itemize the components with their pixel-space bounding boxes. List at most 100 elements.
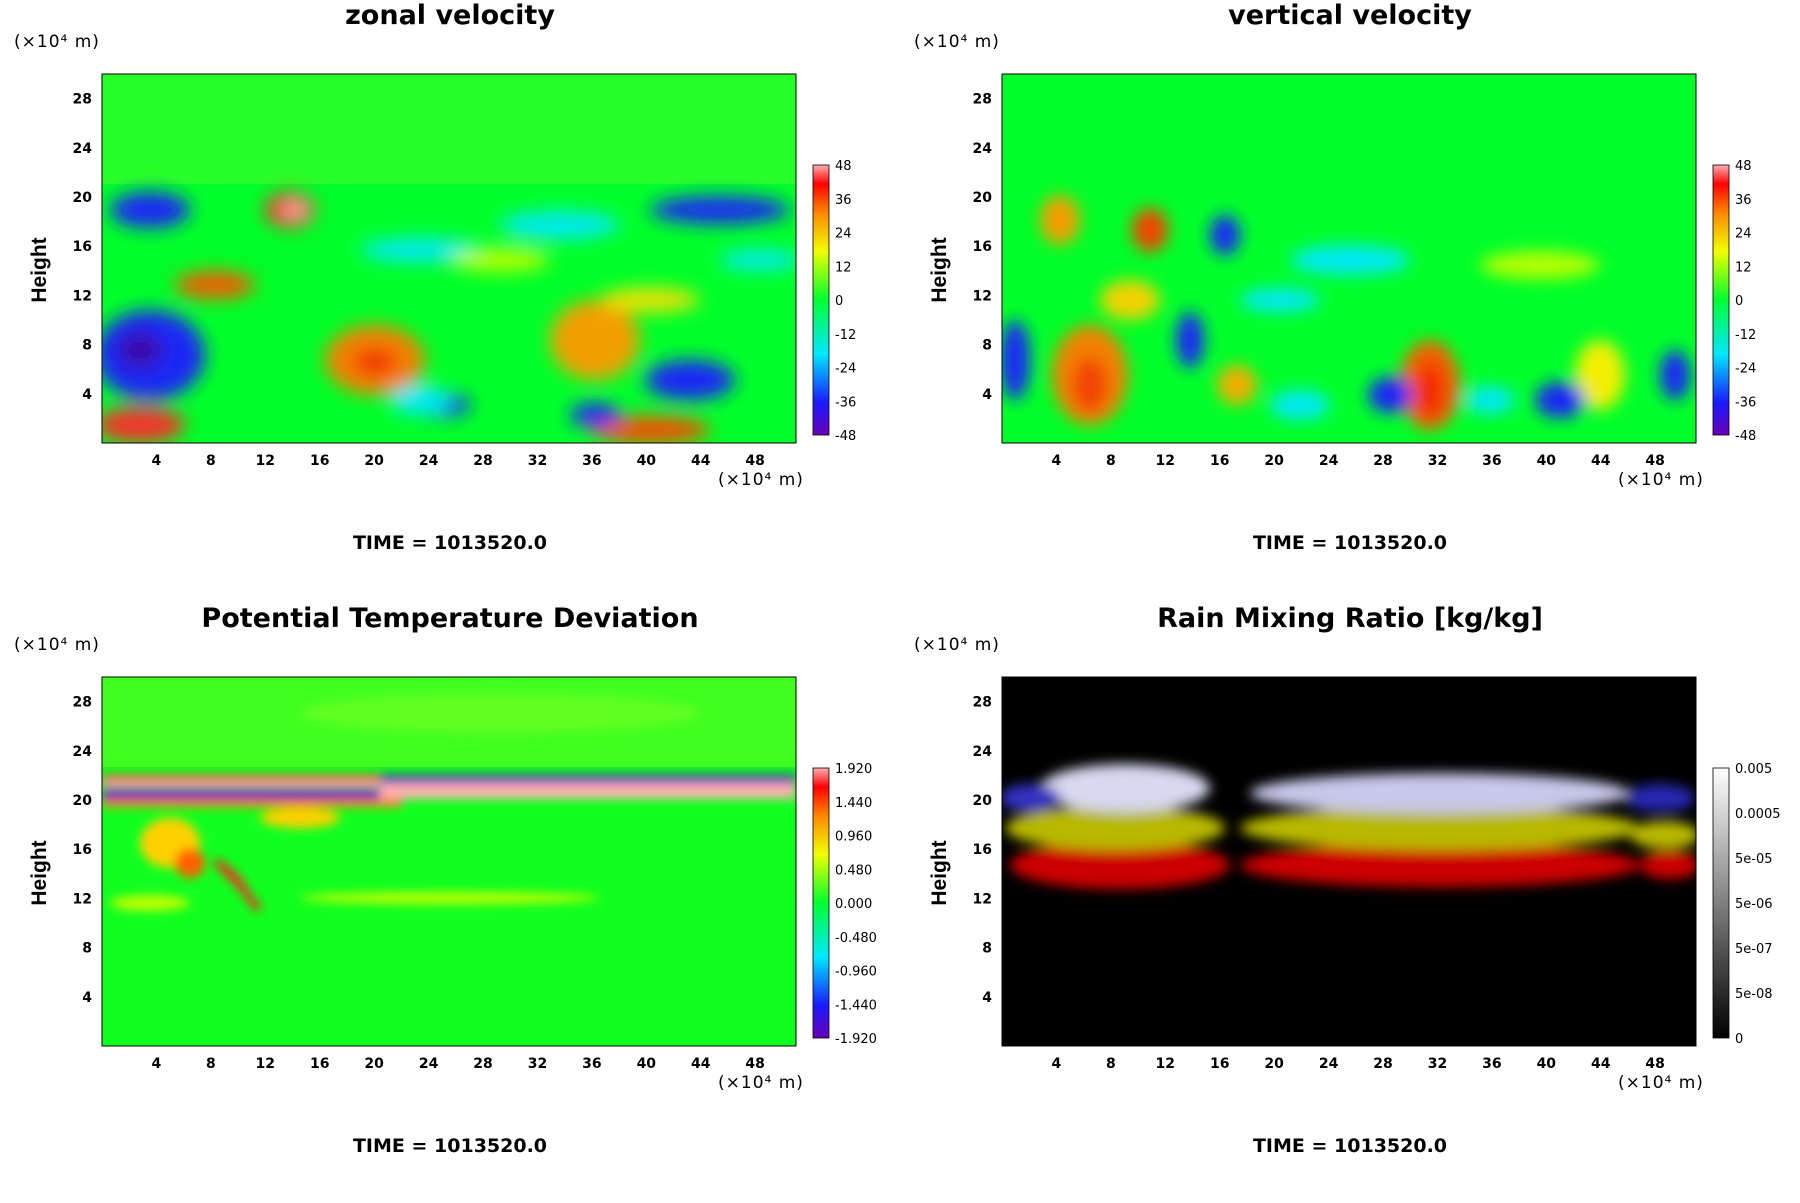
y-tick-label: 24	[73, 744, 93, 760]
colorbar-tick-label: 12	[1735, 260, 1752, 275]
y-tick-label: 12	[973, 891, 992, 907]
plot-area	[1002, 677, 1696, 1046]
x-tick-label: 40	[637, 453, 657, 469]
panel-zonal-velocity: zonal velocity (×10⁴ m) Height (×10⁴ m) …	[0, 0, 900, 600]
colorbar-tick-label: 0	[1735, 294, 1743, 309]
x-tick-label: 36	[582, 453, 601, 469]
colorbar-tick-label: -0.960	[835, 965, 877, 980]
y-tick-label: 16	[973, 842, 992, 858]
y-tick-label: 16	[73, 842, 92, 858]
time-label: TIME = 1013520.0	[1252, 532, 1448, 554]
y-unit-label: (×10⁴ m)	[914, 32, 1000, 52]
x-tick-label: 20	[364, 453, 384, 469]
chart-svg: 4 8 12 16 20 24 28 32 36 40 44 484812162024281.9201…	[73, 676, 877, 1072]
x-tick-label: 48	[745, 453, 764, 469]
colorbar-tick-label: -48	[1735, 429, 1756, 444]
colorbar-tick-label: 0.0005	[1735, 807, 1781, 822]
plot-area	[102, 677, 796, 1046]
y-tick-label: 24	[73, 141, 93, 157]
x-tick-label: 32	[1428, 453, 1447, 469]
x-tick-label: 32	[1428, 1056, 1447, 1072]
x-tick-label: 16	[1210, 1056, 1229, 1072]
x-tick-label: 20	[364, 1056, 384, 1072]
x-tick-label: 20	[1264, 1056, 1284, 1072]
x-tick-label: 44	[691, 1056, 711, 1072]
colorbar-tick-label: 24	[1735, 227, 1752, 242]
x-tick-label: 48	[745, 1056, 764, 1072]
x-tick-label: 4	[152, 1056, 162, 1072]
colorbar-tick-label: 12	[835, 260, 852, 275]
x-tick-label: 40	[637, 1056, 657, 1072]
x-unit-label: (×10⁴ m)	[718, 470, 804, 490]
x-tick-label: 44	[1591, 453, 1611, 469]
time-label: TIME = 1013520.0	[1252, 1135, 1448, 1157]
chart-svg: 4 8 12 16 20 24 28 32 36 40 44 48481216202428483624…	[73, 73, 856, 469]
x-tick-label: 8	[1106, 1056, 1116, 1072]
x-tick-label: 36	[1482, 453, 1501, 469]
plot-area	[102, 74, 796, 443]
y-tick-label: 16	[73, 239, 92, 255]
x-tick-label: 4	[1052, 1056, 1062, 1072]
colorbar-tick-label: -1.920	[835, 1032, 877, 1047]
x-tick-label: 28	[1373, 453, 1392, 469]
colorbar-tick-label: 5e-08	[1735, 987, 1773, 1002]
x-tick-label: 12	[1156, 1056, 1175, 1072]
y-tick-label: 28	[973, 92, 992, 108]
x-tick-label: 16	[310, 1056, 329, 1072]
colorbar-tick-label: 0.960	[835, 830, 872, 845]
chart-title: vertical velocity	[1228, 0, 1472, 31]
x-tick-label: 8	[206, 1056, 216, 1072]
x-tick-label: 12	[256, 1056, 275, 1072]
y-tick-label: 8	[982, 338, 992, 354]
y-tick-label: 20	[73, 793, 93, 809]
colorbar-tick-label: -1.440	[835, 998, 877, 1013]
x-tick-label: 28	[1373, 1056, 1392, 1072]
colorbar-tick-label: 0	[1735, 1032, 1743, 1047]
y-tick-label: 20	[73, 190, 93, 206]
y-tick-label: 28	[973, 695, 992, 711]
y-tick-label: 8	[82, 941, 92, 957]
y-tick-label: 4	[82, 387, 92, 403]
colorbar-tick-label: 36	[835, 193, 852, 208]
x-tick-label: 8	[1106, 453, 1116, 469]
y-tick-label: 28	[73, 92, 92, 108]
y-tick-label: 4	[982, 990, 992, 1006]
x-tick-label: 16	[310, 453, 329, 469]
y-tick-label: 20	[973, 190, 993, 206]
x-tick-label: 8	[206, 453, 216, 469]
colorbar-tick-label: 48	[835, 159, 852, 174]
x-unit-label: (×10⁴ m)	[718, 1073, 804, 1093]
x-tick-label: 36	[1482, 1056, 1501, 1072]
x-tick-label: 28	[473, 1056, 492, 1072]
colorbar-tick-label: 5e-06	[1735, 897, 1773, 912]
panel-rain-mixing-ratio: Rain Mixing Ratio [kg/kg] (×10⁴ m) Heigh…	[900, 603, 1800, 1203]
y-tick-label: 4	[982, 387, 992, 403]
y-tick-label: 4	[82, 990, 92, 1006]
colorbar-tick-label: -12	[835, 328, 856, 343]
time-label: TIME = 1013520.0	[352, 532, 548, 554]
colorbar-tick-label: -24	[1735, 362, 1756, 377]
colorbar-tick-label: 0.000	[835, 897, 872, 912]
plot-area	[1002, 74, 1696, 443]
x-tick-label: 24	[1319, 453, 1339, 469]
x-tick-label: 24	[1319, 1056, 1339, 1072]
x-tick-label: 32	[528, 453, 547, 469]
colorbar-tick-label: 36	[1735, 193, 1752, 208]
x-tick-label: 4	[152, 453, 162, 469]
x-tick-label: 20	[1264, 453, 1284, 469]
y-tick-label: 12	[73, 288, 92, 304]
chart-svg: 4 8 12 16 20 24 28 32 36 40 44 484812162024280.0050…	[973, 676, 1781, 1072]
x-tick-label: 28	[473, 453, 492, 469]
colorbar-tick-label: 1.920	[835, 762, 872, 777]
colorbar-tick-label: -36	[835, 395, 856, 410]
x-tick-label: 16	[1210, 453, 1229, 469]
x-tick-label: 12	[1156, 453, 1175, 469]
colorbar-tick-label: 48	[1735, 159, 1752, 174]
chart-title: Rain Mixing Ratio [kg/kg]	[1157, 603, 1543, 634]
colorbar-tick-label: -24	[835, 362, 856, 377]
x-tick-label: 36	[582, 1056, 601, 1072]
y-tick-label: 24	[973, 744, 993, 760]
y-tick-label: 12	[73, 891, 92, 907]
y-tick-label: 20	[973, 793, 993, 809]
chart-svg: 4 8 12 16 20 24 28 32 36 40 44 48481216202428483624…	[973, 73, 1756, 469]
